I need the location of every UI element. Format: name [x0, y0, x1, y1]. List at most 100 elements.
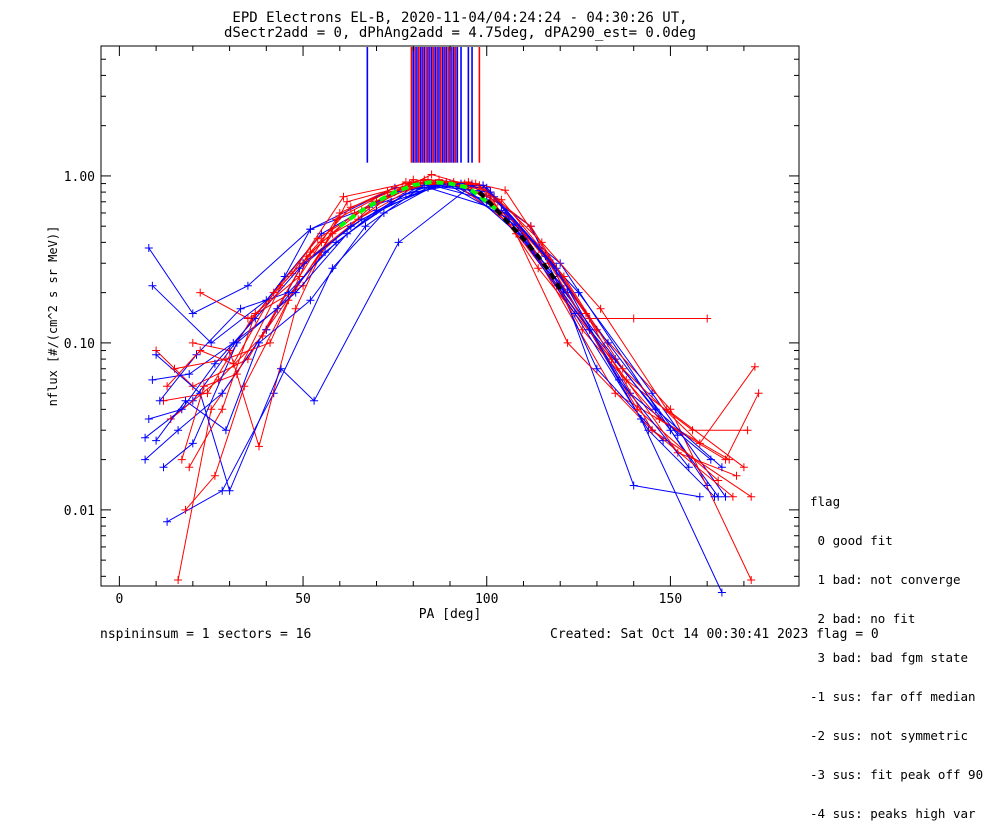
y-tick-label: 0.01 [64, 504, 95, 519]
x-tick-label: 100 [475, 592, 498, 607]
series-line-2 [177, 173, 752, 581]
data-point [277, 364, 285, 373]
data-point [255, 442, 263, 451]
data-point [537, 238, 546, 247]
data-point [346, 203, 355, 212]
data-point [284, 288, 293, 297]
data-point [618, 364, 627, 373]
data-point [295, 272, 304, 281]
series-line-12 [152, 183, 712, 460]
data-point [229, 359, 238, 368]
data-point [306, 296, 315, 305]
data-point [291, 304, 300, 313]
series-line-1 [144, 183, 708, 486]
data-point [218, 405, 227, 414]
data-point [159, 463, 168, 472]
series-line-20 [155, 184, 690, 468]
data-point [218, 486, 227, 495]
flag-legend-item: -4 sus: peaks high var [810, 806, 976, 821]
data-point [747, 492, 756, 501]
series-line-3 [199, 181, 708, 320]
data-point [714, 476, 723, 485]
series-line-0 [148, 184, 719, 497]
data-point [596, 304, 605, 313]
y-tick-label: 0.10 [64, 337, 95, 352]
series-line-6 [166, 184, 700, 523]
series-line-21 [166, 179, 734, 498]
data-point [163, 382, 172, 391]
data-point [240, 382, 249, 391]
flag-legend: flag 0 good fit 1 bad: not converge 2 ba… [810, 469, 983, 833]
data-point [615, 375, 623, 384]
data-point [269, 288, 278, 297]
data-point [152, 350, 161, 359]
data-point [313, 234, 322, 243]
x-tick-label: 50 [295, 592, 311, 607]
data-point [479, 181, 488, 190]
data-point [221, 355, 230, 364]
data-point [585, 314, 594, 323]
series-line-9 [185, 183, 737, 511]
data-point [725, 455, 734, 464]
data-point [332, 215, 341, 224]
data-point [332, 238, 341, 247]
data-point [155, 396, 164, 405]
y-tick-label: 1.00 [64, 170, 95, 185]
y-axis-label: nflux [#/(cm^2 s sr MeV)] [46, 226, 60, 407]
data-point [629, 481, 638, 490]
data-point [255, 338, 263, 347]
series-line-16 [148, 184, 679, 436]
flag-legend-item: 0 good fit [810, 533, 893, 548]
data-point [703, 481, 712, 490]
footer-created-info: Created: Sat Oct 14 00:30:41 2023 flag =… [550, 627, 879, 642]
data-point [236, 304, 245, 313]
data-point [343, 229, 352, 238]
data-point [210, 471, 219, 480]
data-point [174, 426, 183, 435]
data-point [574, 288, 583, 297]
x-tick-label: 0 [115, 592, 123, 607]
data-point [306, 225, 315, 234]
data-point [339, 192, 348, 201]
x-tick-label: 150 [659, 592, 682, 607]
data-point [651, 405, 660, 414]
data-point [284, 296, 293, 305]
series-line-5 [155, 179, 760, 461]
data-point [611, 389, 620, 398]
flag-legend-item: 3 bad: bad fgm state [810, 650, 969, 665]
chart-title-line-1: EPD Electrons EL-B, 2020-11-04/04:24:24 … [232, 10, 688, 26]
data-point [148, 375, 157, 384]
data-point [258, 332, 267, 340]
data-point [464, 178, 473, 186]
flag-legend-item: -1 sus: far off median [810, 689, 976, 704]
data-point [710, 492, 719, 501]
data-point [207, 405, 216, 414]
data-point [703, 314, 712, 323]
data-point [648, 389, 657, 398]
data-point [526, 222, 535, 231]
series-line-19 [188, 181, 756, 468]
data-point [346, 222, 355, 231]
data-point [563, 338, 572, 347]
data-point [401, 189, 410, 198]
data-point [299, 281, 308, 290]
data-point [181, 396, 190, 405]
data-point [188, 309, 197, 318]
data-point [659, 436, 668, 445]
data-point [361, 222, 370, 231]
data-point [174, 576, 183, 584]
data-point [655, 415, 664, 423]
series-line-17 [181, 179, 745, 468]
data-point [684, 463, 693, 472]
footer-spin-info: nspininsum = 1 sectors = 16 [100, 627, 312, 642]
data-point [196, 346, 205, 355]
data-point [144, 244, 153, 252]
data-point [243, 281, 252, 290]
data-point [471, 179, 480, 188]
data-point [732, 471, 741, 480]
data-point [497, 195, 506, 204]
data-point [291, 288, 300, 297]
data-point [534, 264, 543, 273]
data-point [394, 238, 403, 247]
data-point [750, 362, 759, 371]
